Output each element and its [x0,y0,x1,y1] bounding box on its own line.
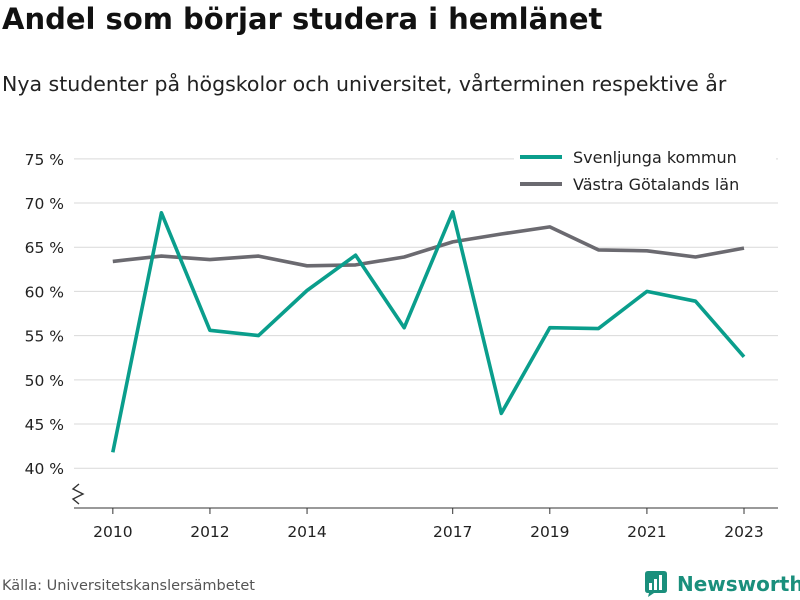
x-tick-label: 2019 [530,523,569,541]
x-tick-label: 2023 [724,523,763,541]
brand-name: Newsworthy [677,572,800,596]
y-tick-label: 45 % [25,416,64,434]
brand: Newsworthy [643,569,800,599]
page-title: Andel som börjar studera i hemlänet [2,2,603,36]
y-tick-label: 50 % [25,372,64,390]
grid-lines [74,158,778,469]
page-subtitle: Nya studenter på högskolor och universit… [2,72,727,96]
y-tick-label: 55 % [25,328,64,346]
y-tick-label: 70 % [25,195,64,213]
x-tick-label: 2010 [93,523,132,541]
series-lines [111,210,746,453]
axis-break-zigzag [71,483,85,505]
legend: Svenljunga kommun Västra Götalands län [514,144,776,197]
y-axis-tick-labels: 40 % 45 % 50 % 55 % 60 % 65 % 70 % 75 % [25,151,64,478]
series-line-svenljunga-kommun [111,210,746,453]
x-tick-label: 2014 [287,523,326,541]
y-tick-label: 75 % [25,151,64,169]
source-note: Källa: Universitetskanslersämbetet [2,578,255,594]
x-tick-label: 2017 [433,523,472,541]
x-tick-label: 2012 [190,523,229,541]
x-tick-label: 2021 [627,523,666,541]
x-axis: 2010 2012 2014 2017 2019 2021 2023 [74,507,778,541]
y-tick-label: 40 % [25,460,64,478]
bar-chart-logo-icon [645,571,667,597]
axis-break-zigzag-icon [71,483,85,505]
legend-label: Svenljunga kommun [573,148,737,167]
y-tick-label: 60 % [25,283,64,301]
legend-label: Västra Götalands län [573,175,739,194]
y-tick-label: 65 % [25,239,64,257]
series-line-v-stra-g-talands-l-n [112,225,745,268]
